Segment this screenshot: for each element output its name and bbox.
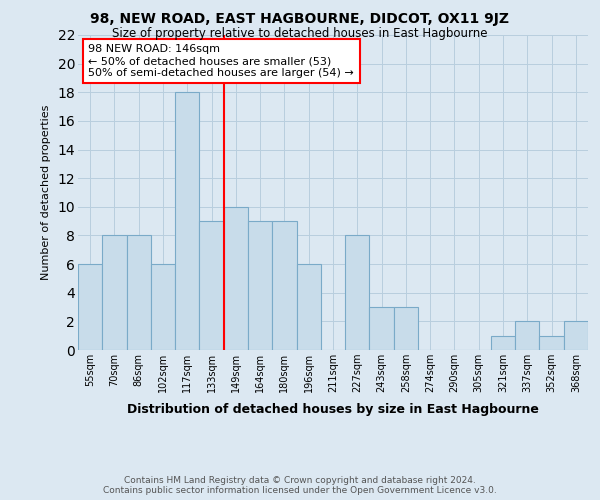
Bar <box>564 322 588 350</box>
Bar <box>539 336 564 350</box>
Bar <box>272 221 296 350</box>
Text: Contains HM Land Registry data © Crown copyright and database right 2024.
Contai: Contains HM Land Registry data © Crown c… <box>103 476 497 495</box>
Bar <box>515 322 539 350</box>
Bar <box>78 264 102 350</box>
Text: Size of property relative to detached houses in East Hagbourne: Size of property relative to detached ho… <box>112 28 488 40</box>
Bar <box>394 307 418 350</box>
Y-axis label: Number of detached properties: Number of detached properties <box>41 105 50 280</box>
Text: 98, NEW ROAD, EAST HAGBOURNE, DIDCOT, OX11 9JZ: 98, NEW ROAD, EAST HAGBOURNE, DIDCOT, OX… <box>91 12 509 26</box>
Bar <box>224 207 248 350</box>
Bar <box>345 236 370 350</box>
Bar <box>491 336 515 350</box>
Bar <box>175 92 199 350</box>
Bar <box>370 307 394 350</box>
Bar <box>199 221 224 350</box>
Bar <box>296 264 321 350</box>
Bar <box>127 236 151 350</box>
Text: 98 NEW ROAD: 146sqm
← 50% of detached houses are smaller (53)
50% of semi-detach: 98 NEW ROAD: 146sqm ← 50% of detached ho… <box>88 44 354 78</box>
Bar <box>102 236 127 350</box>
Bar <box>248 221 272 350</box>
Bar <box>151 264 175 350</box>
X-axis label: Distribution of detached houses by size in East Hagbourne: Distribution of detached houses by size … <box>127 404 539 416</box>
